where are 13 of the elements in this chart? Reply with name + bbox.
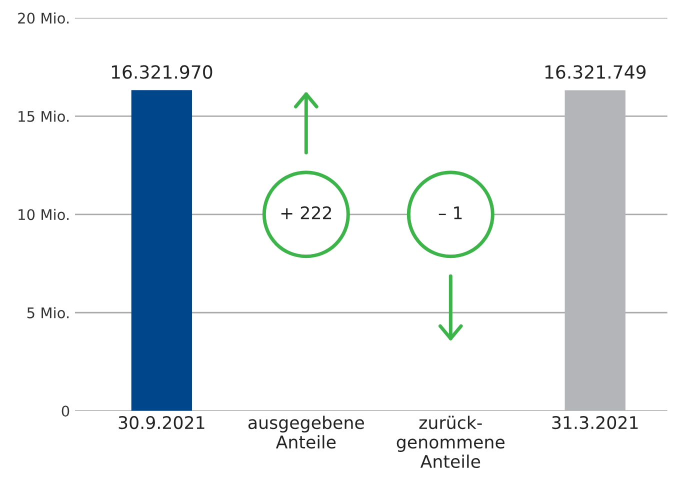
y-tick-label: 5 Mio. xyxy=(27,307,69,318)
y-tick-label: 20 Mio. xyxy=(18,12,69,24)
y-tick-label: 10 Mio. xyxy=(18,208,69,220)
annotation: 16.321.970 xyxy=(112,65,212,79)
x-tick-label: ausgegebene Anteile xyxy=(248,416,364,449)
x-tick-label: 31.3.2021 xyxy=(552,416,638,430)
x-tick-label: 30.9.2021 xyxy=(118,416,204,430)
x-tick-label: zurück- genommene Anteile xyxy=(396,416,504,468)
annotation: 16.321.749 xyxy=(545,65,646,79)
annotation: – 1 xyxy=(438,206,462,220)
y-tick-label: 15 Mio. xyxy=(18,110,69,122)
annotation: + 222 xyxy=(281,206,332,220)
y-tick-label: 0 xyxy=(62,406,70,417)
